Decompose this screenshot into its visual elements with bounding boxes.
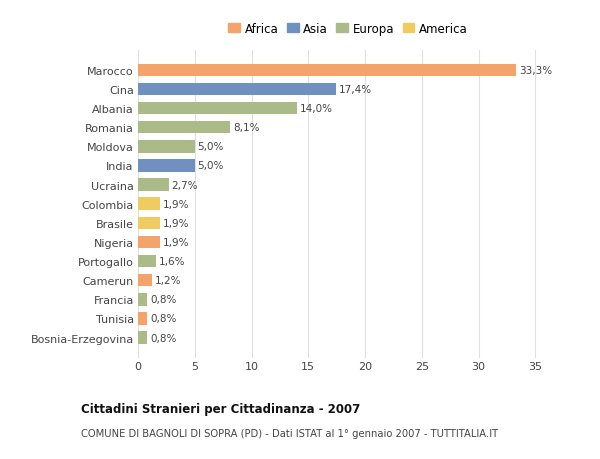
Text: 0,8%: 0,8%: [150, 295, 176, 305]
Text: Cittadini Stranieri per Cittadinanza - 2007: Cittadini Stranieri per Cittadinanza - 2…: [81, 403, 360, 415]
Text: 1,9%: 1,9%: [163, 218, 189, 228]
Text: 1,9%: 1,9%: [163, 199, 189, 209]
Bar: [138, 274, 152, 287]
Bar: [138, 313, 147, 325]
Bar: [138, 198, 160, 211]
Text: 17,4%: 17,4%: [338, 85, 371, 95]
Bar: [138, 236, 160, 249]
Bar: [138, 217, 160, 230]
Text: 33,3%: 33,3%: [519, 66, 552, 76]
Legend: Africa, Asia, Europa, America: Africa, Asia, Europa, America: [228, 22, 468, 35]
Text: 14,0%: 14,0%: [300, 104, 333, 114]
Bar: [138, 293, 147, 306]
Bar: [138, 103, 297, 115]
Text: 1,6%: 1,6%: [159, 257, 185, 267]
Text: COMUNE DI BAGNOLI DI SOPRA (PD) - Dati ISTAT al 1° gennaio 2007 - TUTTITALIA.IT: COMUNE DI BAGNOLI DI SOPRA (PD) - Dati I…: [81, 428, 498, 438]
Text: 0,8%: 0,8%: [150, 333, 176, 343]
Bar: [138, 141, 195, 153]
Bar: [138, 332, 147, 344]
Text: 1,2%: 1,2%: [154, 275, 181, 285]
Text: 5,0%: 5,0%: [197, 161, 224, 171]
Text: 5,0%: 5,0%: [197, 142, 224, 152]
Text: 1,9%: 1,9%: [163, 237, 189, 247]
Bar: [138, 255, 156, 268]
Bar: [138, 64, 516, 77]
Text: 2,7%: 2,7%: [172, 180, 198, 190]
Bar: [138, 160, 195, 172]
Bar: [138, 122, 230, 134]
Bar: [138, 84, 335, 96]
Text: 0,8%: 0,8%: [150, 314, 176, 324]
Text: 8,1%: 8,1%: [233, 123, 259, 133]
Bar: [138, 179, 169, 191]
